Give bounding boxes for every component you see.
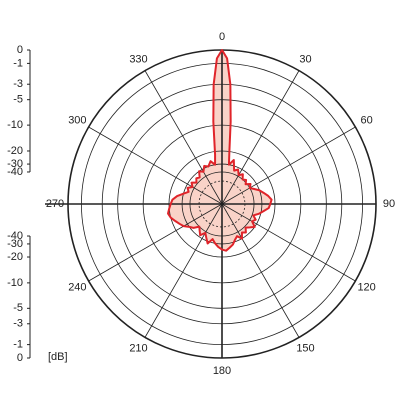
angle-grid-line <box>221 70 300 205</box>
angle-label: 330 <box>129 53 147 65</box>
angle-label: 240 <box>68 281 86 293</box>
angle-grid-line <box>88 203 223 282</box>
angle-grid-line <box>221 203 300 338</box>
angle-label: 120 <box>357 281 375 293</box>
angle-label: 30 <box>299 53 311 65</box>
scale-label: -10 <box>7 119 23 131</box>
scale-label: -3 <box>13 318 23 330</box>
scale-label: -1 <box>13 339 23 351</box>
angle-label: 60 <box>361 114 373 126</box>
angle-grid-line <box>144 203 223 338</box>
scale-label: -20 <box>7 145 23 157</box>
scale-label: 0 <box>17 44 23 56</box>
angle-grid-line <box>221 203 356 282</box>
angle-label: 150 <box>296 343 314 355</box>
unit-label: [dB] <box>48 351 68 363</box>
angle-label: 90 <box>383 198 395 210</box>
angle-label: 300 <box>68 114 86 126</box>
scale-label: -5 <box>13 94 23 106</box>
scale-label: -1 <box>13 57 23 69</box>
scale-label: -20 <box>7 251 23 263</box>
scale-label: -40 <box>7 166 23 178</box>
scale-label: -30 <box>7 158 23 170</box>
scale-label: -40 <box>7 230 23 242</box>
angle-label: 180 <box>213 365 231 377</box>
scale-label: -10 <box>7 277 23 289</box>
scale-label: -3 <box>13 78 23 90</box>
angle-grid-line <box>144 70 223 205</box>
angle-label: 0 <box>219 31 225 43</box>
angle-grid-line <box>88 126 223 205</box>
pattern-line <box>167 49 273 252</box>
angle-label: 210 <box>129 343 147 355</box>
scale-label: 0 <box>17 352 23 364</box>
angle-grid-line <box>221 126 356 205</box>
scale-label: -30 <box>7 238 23 250</box>
scale-label: -5 <box>13 302 23 314</box>
pattern-fill <box>168 50 272 251</box>
